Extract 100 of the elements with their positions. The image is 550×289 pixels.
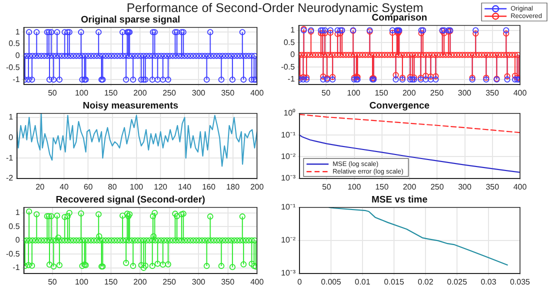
text: Performance of Second-Order Neurodynamic System	[126, 1, 424, 15]
point	[327, 30, 334, 36]
x-tick-label: 80	[108, 182, 118, 192]
chart-title: Original sparse signal	[80, 14, 180, 26]
point	[46, 262, 53, 268]
point	[472, 27, 479, 34]
x-tick-label: 150	[375, 182, 390, 192]
y-tick-label: 10⁻¹	[281, 202, 296, 212]
point	[394, 30, 402, 36]
point	[503, 27, 510, 34]
x-tick-label: 250	[162, 88, 177, 98]
point	[26, 208, 32, 215]
x-tick-label: 0	[297, 277, 302, 286]
point	[318, 27, 324, 34]
point	[125, 213, 132, 220]
point	[174, 213, 180, 220]
x-tick-label: 200	[250, 182, 264, 192]
point	[24, 262, 28, 270]
point	[422, 76, 429, 83]
point	[240, 261, 247, 268]
y-tick-label: 0	[15, 51, 20, 60]
x-tick-label: 50	[48, 277, 58, 286]
x-tick-label: 100	[346, 88, 361, 98]
point	[330, 74, 336, 80]
chart-title: Convergence	[369, 100, 430, 112]
y-tick-label: 1	[15, 27, 20, 36]
point	[120, 212, 126, 219]
x-tick-label: 350	[221, 277, 235, 286]
x-tick-label: 100	[348, 182, 362, 192]
point	[320, 27, 326, 34]
x-tick-label: 350	[486, 182, 500, 192]
point	[239, 213, 246, 220]
x-tick-label: 150	[374, 88, 389, 98]
point	[504, 76, 510, 83]
point	[64, 213, 71, 220]
line-series	[300, 114, 520, 134]
y-tick-label: 1	[290, 26, 296, 35]
point	[389, 27, 396, 34]
point	[422, 72, 429, 79]
point	[330, 76, 336, 83]
point	[320, 73, 326, 80]
point	[54, 212, 60, 219]
point	[50, 263, 57, 270]
x-tick-label: 140	[178, 182, 192, 192]
point	[334, 27, 341, 34]
x-tick-label: 0.015	[384, 277, 405, 286]
x-tick-label: 400	[513, 182, 528, 192]
x-tick-label: 40	[60, 182, 70, 192]
point	[440, 30, 448, 36]
x-tick-label: 350	[486, 88, 500, 98]
x-tick-label: 0.035	[510, 277, 531, 286]
point	[322, 30, 328, 36]
x-tick-label: 100	[74, 88, 89, 98]
point	[320, 76, 326, 83]
y-tick-label: 1	[8, 112, 14, 122]
point	[140, 264, 147, 271]
x-tick-label: 350	[221, 88, 235, 98]
point	[503, 30, 510, 37]
x-tick-label: 50	[322, 88, 331, 98]
point	[320, 30, 326, 36]
point	[66, 210, 72, 216]
y-tick-label: 0.5	[284, 38, 296, 47]
point	[432, 73, 439, 80]
point	[172, 210, 178, 217]
point	[229, 264, 236, 270]
y-tick-label: -1	[6, 153, 14, 162]
point	[428, 73, 434, 80]
point	[512, 76, 518, 83]
y-tick-label: -1	[288, 74, 296, 84]
point	[79, 262, 86, 270]
x-tick-label: 300	[192, 88, 206, 98]
y-tick-label: -0.5	[6, 62, 20, 72]
point	[300, 76, 306, 83]
x-tick-label: 0.005	[321, 277, 342, 286]
x-tick-label: 120	[154, 182, 168, 192]
x-tick-label: 200	[402, 88, 416, 98]
x-tick-label: 250	[430, 182, 444, 192]
x-tick-label: 50	[48, 88, 58, 98]
y-tick-label: 10⁻²	[281, 236, 296, 245]
point	[160, 262, 166, 268]
point	[149, 262, 156, 270]
y-tick-label: 0	[290, 50, 296, 60]
point	[248, 260, 255, 267]
point	[300, 74, 306, 80]
point	[204, 262, 210, 270]
x-tick-label: 0.03	[480, 277, 497, 286]
x-tick-label: 300	[192, 277, 206, 286]
chart-title: Noisy measurements	[82, 100, 178, 112]
point	[165, 261, 172, 268]
point	[392, 72, 399, 78]
y-tick-label: 10⁻¹	[281, 130, 296, 140]
point	[322, 27, 328, 34]
point	[96, 211, 102, 218]
x-tick-label: 100	[130, 182, 144, 192]
y-tick-label: 10⁰	[284, 108, 296, 118]
x-tick-label: 150	[104, 88, 118, 98]
point	[152, 210, 158, 216]
point	[28, 262, 36, 269]
x-tick-label: 100	[74, 277, 89, 286]
x-tick-label: 0.02	[418, 277, 434, 286]
